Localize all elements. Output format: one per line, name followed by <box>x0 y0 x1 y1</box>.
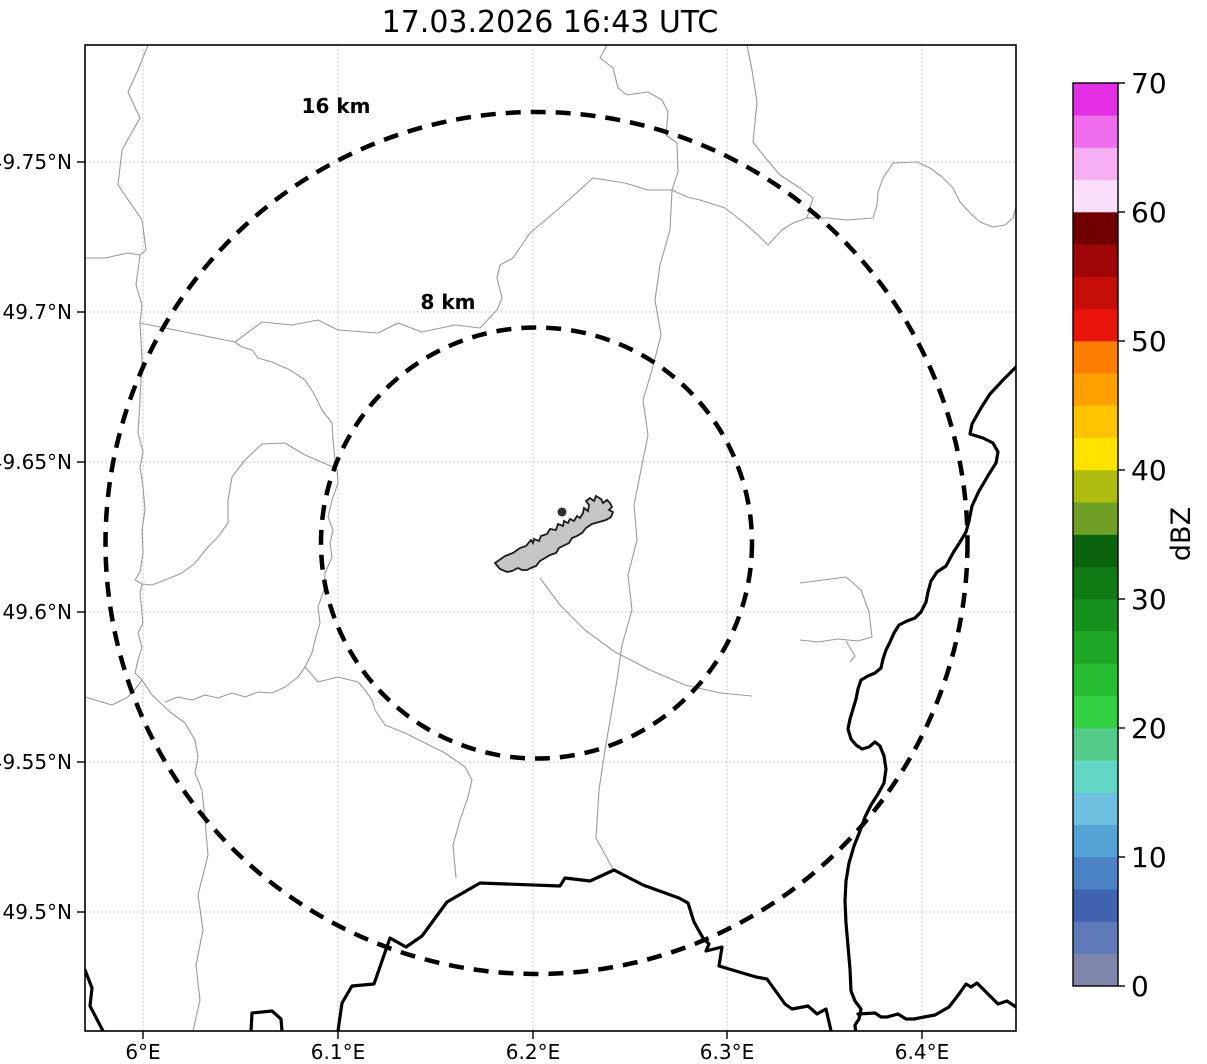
municipal-boundary-line <box>304 666 473 879</box>
colorbar-band <box>1073 727 1118 761</box>
country-border-line <box>249 1009 284 1031</box>
longitude-axis-ticks: 6°E 6.1°E 6.2°E 6.3°E 6.4°E <box>125 1031 949 1064</box>
plot-frame <box>84 44 1017 1032</box>
municipal-boundary-line <box>671 161 1016 246</box>
colorbar-band <box>1073 792 1118 826</box>
range-ring-label-16km: 16 km <box>302 94 371 118</box>
colorbar-tick-label: 30 <box>1131 583 1167 616</box>
colorbar-band <box>1073 340 1118 374</box>
municipal-boundary-line <box>845 640 856 663</box>
municipal-boundary-line <box>117 45 209 1031</box>
colorbar-tick-label: 0 <box>1131 970 1149 1003</box>
colorbar-band <box>1073 695 1118 729</box>
latitude-axis-ticks: 49.75°N 49.7°N 49.65°N 49.6°N 49.55°N 49.5°N <box>0 150 85 924</box>
colorbar-tick-label: 10 <box>1131 841 1167 874</box>
colorbar-band <box>1073 437 1118 471</box>
colorbar-band <box>1073 211 1118 245</box>
colorbar-band <box>1073 921 1118 955</box>
radar-site-marker <box>557 507 567 517</box>
municipal-boundary-line <box>139 177 672 343</box>
colorbar-band <box>1073 534 1118 568</box>
colorbar-band <box>1073 405 1118 439</box>
colorbar-band <box>1073 114 1118 148</box>
colorbar-band <box>1073 566 1118 600</box>
municipal-boundary-line <box>85 679 143 706</box>
colorbar-band <box>1073 179 1118 213</box>
colorbar-band <box>1073 82 1118 116</box>
lat-tick-label: 49.6°N <box>3 600 73 624</box>
colorbar-band <box>1073 147 1118 181</box>
lon-tick-label: 6.2°E <box>506 1040 560 1064</box>
colorbar-ticks: 0 10 20 30 40 50 60 70 <box>1118 67 1167 1003</box>
colorbar-band <box>1073 276 1118 310</box>
municipal-boundary-line <box>595 45 679 872</box>
colorbar-frame <box>1072 82 1119 987</box>
country-border-line <box>85 968 105 1031</box>
country-border-line <box>336 868 833 1031</box>
lat-tick-label: 49.7°N <box>3 300 73 324</box>
colorbar-band <box>1073 663 1118 697</box>
colorbar-band <box>1073 953 1118 987</box>
municipal-boundary-line <box>746 45 814 219</box>
range-ring-label-8km: 8 km <box>420 290 475 314</box>
colorbar-band <box>1073 243 1118 277</box>
airport-outline <box>493 494 615 573</box>
country-border-line <box>843 365 1016 1031</box>
lon-tick-label: 6.3°E <box>700 1040 754 1064</box>
range-ring-8km <box>318 325 755 761</box>
range-ring-16km <box>103 109 970 977</box>
lon-tick-label: 6.1°E <box>311 1040 365 1064</box>
colorbar-axis-label: dBZ <box>1166 507 1197 561</box>
country-borders <box>85 365 1016 1031</box>
municipal-boundaries <box>85 45 1016 1031</box>
range-rings <box>103 109 970 977</box>
colorbar-band <box>1073 372 1118 406</box>
colorbar-band <box>1073 824 1118 858</box>
colorbar-tick-label: 70 <box>1131 67 1167 100</box>
colorbar-tick-label: 50 <box>1131 325 1167 358</box>
municipal-boundary-line <box>141 442 334 586</box>
colorbar-band <box>1073 308 1118 342</box>
colorbar-band <box>1073 759 1118 793</box>
colorbar-tick-label: 40 <box>1131 454 1167 487</box>
country-border-line <box>856 981 1016 1021</box>
colorbar-band <box>1073 469 1118 503</box>
colorbar-band <box>1073 630 1118 664</box>
colorbar-band <box>1073 501 1118 535</box>
plot-title: 17.03.2026 16:43 UTC <box>382 5 719 40</box>
colorbar <box>1073 82 1118 987</box>
colorbar-band <box>1073 888 1118 922</box>
lon-tick-label: 6°E <box>125 1040 160 1064</box>
lat-tick-label: 49.75°N <box>0 150 72 174</box>
lat-tick-label: 49.55°N <box>0 750 72 774</box>
colorbar-tick-label: 60 <box>1131 196 1167 229</box>
lon-tick-label: 6.4°E <box>895 1040 949 1064</box>
municipal-boundary-line <box>539 577 753 697</box>
colorbar-band <box>1073 856 1118 890</box>
municipal-boundary-line <box>85 252 141 259</box>
municipal-boundary-line <box>164 466 339 703</box>
lat-tick-label: 49.5°N <box>3 900 73 924</box>
colorbar-tick-label: 20 <box>1131 712 1167 745</box>
colorbar-band <box>1073 598 1118 632</box>
municipal-boundary-line <box>799 576 873 643</box>
municipal-boundary-line <box>234 341 336 468</box>
lat-tick-label: 49.65°N <box>0 450 72 474</box>
